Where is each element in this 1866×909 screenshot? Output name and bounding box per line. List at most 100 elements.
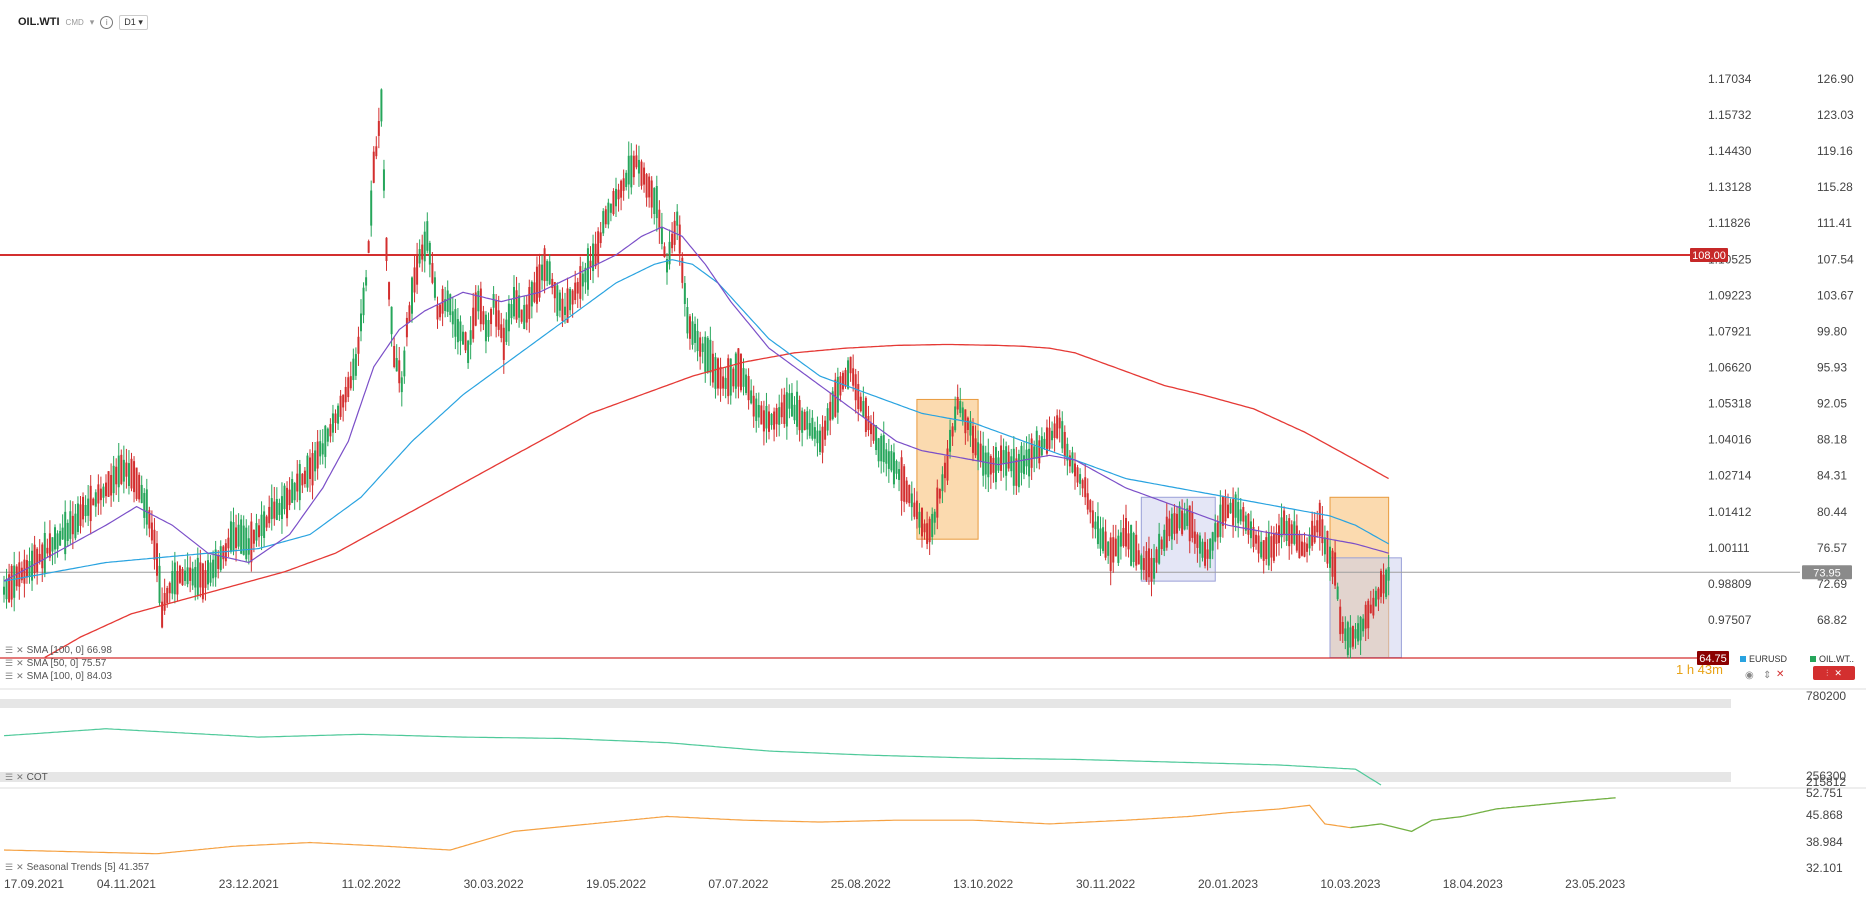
- close-icon[interactable]: ✕: [1776, 669, 1785, 680]
- candle-body: [1168, 518, 1171, 537]
- indicator-sma-1[interactable]: ☰ ✕ SMA [100, 0] 66.98: [5, 645, 112, 656]
- candle-body: [836, 376, 839, 413]
- candle-body: [301, 473, 304, 486]
- menu-icon[interactable]: ☰: [5, 645, 14, 655]
- menu-icon[interactable]: ☰: [5, 862, 14, 872]
- candle-body: [1387, 567, 1390, 581]
- candle-body: [658, 209, 661, 230]
- candle-body: [1313, 525, 1316, 543]
- candle-body: [1214, 523, 1217, 542]
- candle-body: [441, 288, 444, 314]
- candle-body: [773, 411, 776, 430]
- candle-body: [1007, 451, 1010, 469]
- symbol-label[interactable]: OIL.WTI: [18, 16, 60, 28]
- close-icon[interactable]: ✕: [16, 645, 24, 655]
- seasonal-panel-label[interactable]: ☰ ✕ Seasonal Trends [5] 41.357: [5, 862, 149, 873]
- candle-body: [288, 489, 291, 506]
- candle-body: [1242, 507, 1245, 522]
- resistance-badge: 108.00: [1692, 250, 1726, 262]
- candle-body: [931, 513, 934, 538]
- candle-body: [1051, 430, 1054, 441]
- candle-body: [395, 357, 398, 372]
- candle-body: [604, 209, 607, 225]
- candle-body: [785, 392, 788, 427]
- cot-panel-label[interactable]: ☰ ✕ COT: [5, 772, 48, 783]
- close-icon[interactable]: ✕: [16, 671, 24, 681]
- candle-body: [581, 273, 584, 287]
- legend-eurusd[interactable]: EURUSD: [1740, 654, 1787, 664]
- candle-body: [337, 405, 340, 424]
- candle-body: [235, 527, 238, 549]
- candle-body: [354, 354, 357, 376]
- candle-body: [864, 397, 867, 432]
- candle-body: [1035, 430, 1038, 459]
- candle-body: [1150, 557, 1153, 582]
- candle-body: [1096, 516, 1099, 545]
- candle-body: [882, 435, 885, 463]
- candle-body: [219, 546, 222, 571]
- candle-body: [841, 372, 844, 390]
- candle-body: [171, 571, 174, 594]
- trade-button[interactable]: ⫶ ✕: [1813, 666, 1855, 680]
- close-icon[interactable]: ✕: [16, 772, 24, 782]
- close-icon[interactable]: ✕: [16, 658, 24, 668]
- candle-body: [209, 562, 212, 583]
- candle-body: [594, 243, 597, 267]
- x-tick-label: 23.05.2023: [1565, 877, 1625, 891]
- eurusd-tick-label: 1.07921: [1708, 324, 1752, 338]
- indicator-sma-3[interactable]: ☰ ✕ SMA [100, 0] 84.03: [5, 671, 112, 682]
- menu-icon[interactable]: ☰: [5, 772, 14, 782]
- eye-icon[interactable]: ◉: [1745, 670, 1754, 681]
- candle-body: [780, 402, 783, 418]
- legend-oil[interactable]: OIL.WT..: [1810, 654, 1854, 664]
- candle-body: [1306, 543, 1309, 552]
- candle-body: [719, 366, 722, 389]
- price-tick-label: 126.90: [1817, 72, 1854, 86]
- candle-body: [1043, 438, 1046, 448]
- candle-body: [714, 357, 717, 389]
- chevron-down-icon[interactable]: ▾: [89, 16, 95, 27]
- candle-body: [1183, 513, 1186, 530]
- candle-body: [612, 191, 615, 215]
- candle-body: [405, 317, 408, 338]
- candle-body: [502, 327, 505, 360]
- sort-icon[interactable]: ⇕: [1763, 670, 1772, 681]
- candle-body: [1283, 510, 1286, 535]
- seasonal-line: [3, 804, 1351, 855]
- candle-body: [1252, 526, 1255, 547]
- menu-icon[interactable]: ☰: [5, 658, 14, 668]
- candle-body: [1275, 532, 1278, 544]
- candle-body: [1058, 417, 1061, 429]
- indicator-sma-2[interactable]: ☰ ✕ SMA [50, 0] 75.57: [5, 658, 106, 669]
- timeframe-select[interactable]: D1 ▾: [119, 14, 148, 30]
- menu-icon[interactable]: ☰: [5, 671, 14, 681]
- candle-body: [135, 467, 138, 499]
- x-tick-label: 30.11.2022: [1076, 877, 1135, 891]
- candle-body: [987, 452, 990, 478]
- candle-body: [1132, 533, 1135, 562]
- candle-body: [1099, 528, 1102, 549]
- close-icon[interactable]: ✕: [16, 862, 24, 872]
- candle-body: [59, 530, 62, 546]
- candle-body: [1045, 427, 1048, 454]
- candle-body: [854, 374, 857, 401]
- candle-body: [217, 554, 220, 569]
- candle-body: [400, 377, 403, 393]
- candle-body: [1125, 518, 1127, 547]
- candle-body: [706, 337, 709, 373]
- x-tick-label: 10.03.2023: [1320, 877, 1380, 891]
- candle-body: [163, 592, 166, 611]
- candle-body: [416, 255, 419, 285]
- candle-body: [1173, 513, 1176, 534]
- candle-body: [561, 298, 564, 321]
- candle-body: [268, 506, 271, 524]
- info-icon[interactable]: i: [100, 15, 114, 29]
- candle-body: [569, 288, 572, 311]
- candle-body: [375, 146, 378, 157]
- candle-body: [456, 319, 459, 343]
- candle-body: [1074, 463, 1076, 477]
- candle-body: [525, 304, 528, 323]
- candle-body: [892, 452, 895, 485]
- candle-timer: 1 h 43m: [1676, 662, 1723, 677]
